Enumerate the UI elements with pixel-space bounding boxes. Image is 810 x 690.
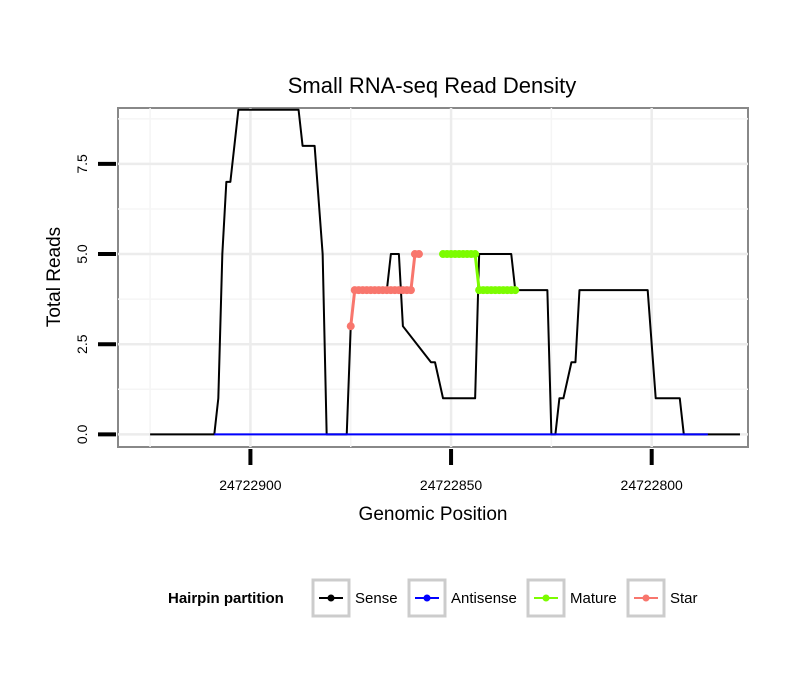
legend: Hairpin partition Sense Antisense Mature St… — [168, 578, 698, 618]
legend-item-sense: Sense — [311, 578, 398, 618]
series-mature — [439, 250, 520, 295]
axes: 24722900 24722850 24722800 0.0 2.5 5.0 7.5 — [74, 154, 683, 493]
point-mature-18 — [511, 286, 520, 295]
y-tick-label-3: 7.5 — [74, 154, 90, 174]
legend-item-mature: Mature — [526, 578, 617, 618]
legend-item-star: Star — [626, 578, 698, 618]
x-axis-title: Genomic Position — [359, 504, 508, 525]
legend-label-star: Star — [670, 590, 698, 607]
x-tick-label-1: 24722850 — [420, 477, 483, 493]
x-tick-label-2: 24722800 — [621, 477, 684, 493]
legend-label-antisense: Antisense — [451, 590, 517, 607]
legend-item-antisense: Antisense — [407, 578, 517, 618]
x-tick-label-0: 24722900 — [219, 477, 282, 493]
series-layer — [150, 108, 740, 436]
legend-key-point-star — [642, 594, 650, 602]
point-star-17 — [414, 250, 423, 259]
y-axis-title: Total Reads — [44, 227, 65, 327]
series-star — [346, 250, 423, 331]
legend-items: Sense Antisense Mature Star — [311, 578, 698, 618]
y-tick-label-0: 0.0 — [74, 424, 90, 444]
legend-label-sense: Sense — [355, 590, 398, 607]
legend-label-mature: Mature — [570, 590, 617, 607]
series-line-sense — [150, 108, 740, 436]
legend-title: Hairpin partition — [168, 590, 284, 607]
chart-title: Small RNA-seq Read Density — [288, 73, 577, 98]
legend-key-point-mature — [542, 594, 550, 602]
legend-key-point-antisense — [423, 594, 431, 602]
plot-panel — [117, 107, 749, 448]
legend-key-point-sense — [327, 594, 335, 602]
y-tick-label-2: 5.0 — [74, 244, 90, 264]
series-sense — [150, 108, 740, 436]
point-star-15 — [406, 286, 415, 295]
point-star-0 — [346, 322, 355, 331]
point-mature-8 — [471, 250, 480, 259]
y-tick-label-1: 2.5 — [74, 334, 90, 354]
